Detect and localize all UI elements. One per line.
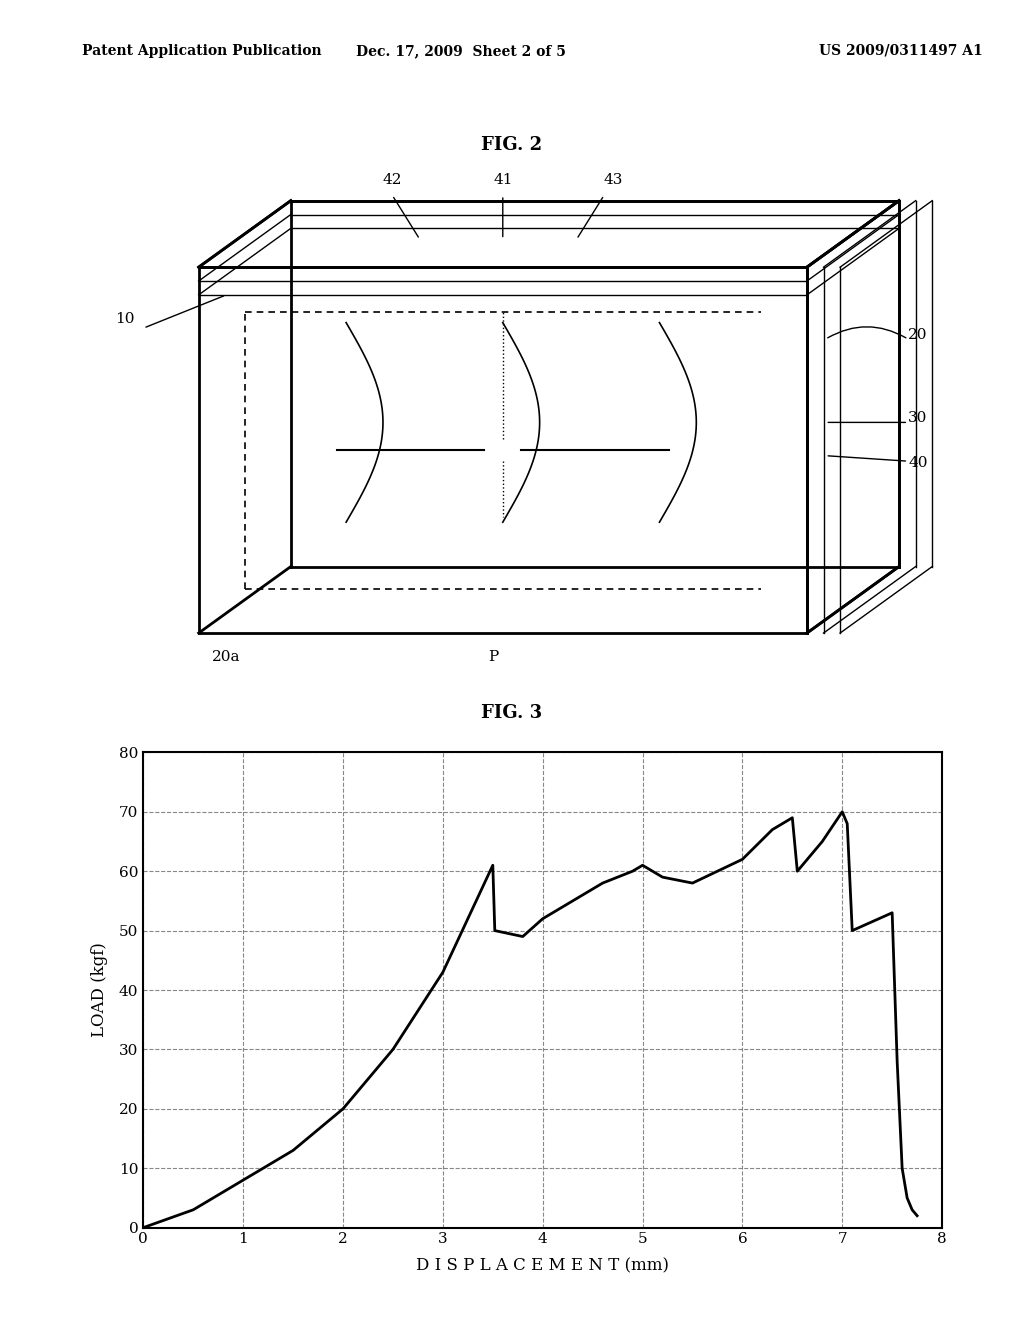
Text: 10: 10: [115, 312, 135, 326]
Text: 43: 43: [604, 173, 623, 187]
Text: FIG. 2: FIG. 2: [481, 136, 543, 154]
Text: P: P: [488, 649, 499, 664]
X-axis label: D I S P L A C E M E N T (mm): D I S P L A C E M E N T (mm): [416, 1258, 670, 1275]
Text: FIG. 3: FIG. 3: [481, 704, 543, 722]
Text: 42: 42: [382, 173, 402, 187]
Text: 20: 20: [908, 329, 928, 342]
Text: US 2009/0311497 A1: US 2009/0311497 A1: [819, 44, 983, 58]
Text: 30: 30: [908, 412, 928, 425]
Y-axis label: LOAD (kgf): LOAD (kgf): [91, 942, 108, 1038]
Text: 40: 40: [908, 455, 928, 470]
Text: 41: 41: [493, 173, 513, 187]
Text: 20a: 20a: [212, 649, 241, 664]
Text: Patent Application Publication: Patent Application Publication: [82, 44, 322, 58]
Text: Dec. 17, 2009  Sheet 2 of 5: Dec. 17, 2009 Sheet 2 of 5: [356, 44, 565, 58]
